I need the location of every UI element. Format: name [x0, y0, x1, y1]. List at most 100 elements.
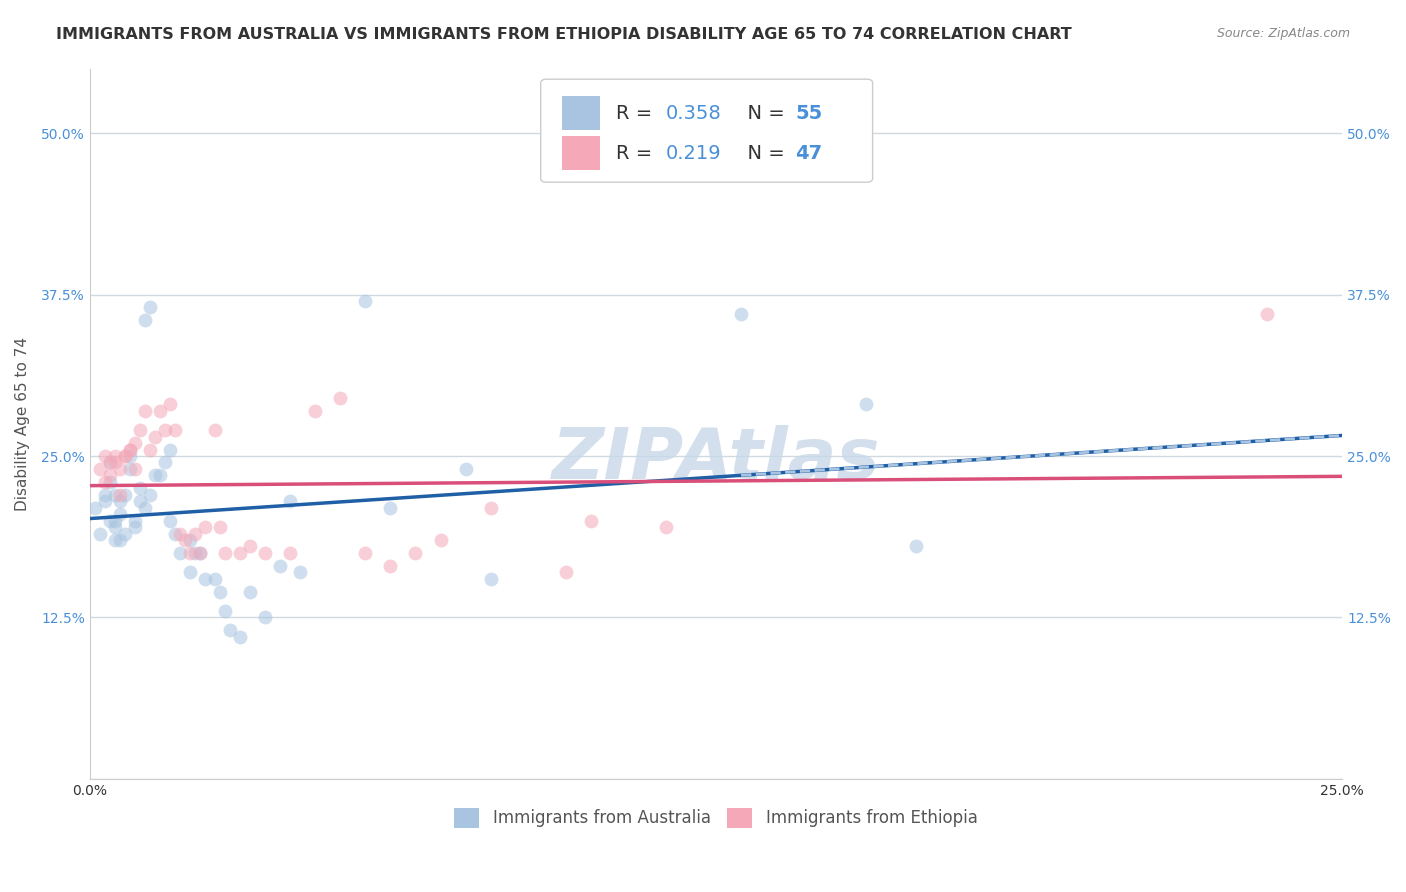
Point: [134, 500, 156, 515]
Point: [905, 540, 928, 554]
Point: [655, 520, 678, 534]
Text: 47: 47: [794, 144, 823, 162]
Y-axis label: Disability Age 65 to 74: Disability Age 65 to 74: [15, 336, 30, 511]
Point: [354, 293, 377, 308]
Text: 0.219: 0.219: [666, 144, 721, 162]
Point: [114, 488, 136, 502]
Point: [169, 546, 191, 560]
Point: [108, 488, 131, 502]
Point: [239, 584, 262, 599]
Point: [124, 514, 146, 528]
Point: [98, 468, 121, 483]
Point: [1256, 307, 1278, 321]
Point: [143, 468, 166, 483]
Point: [554, 566, 576, 580]
Point: [163, 526, 186, 541]
Point: [479, 500, 502, 515]
Point: [269, 558, 291, 573]
Bar: [562, 136, 599, 170]
Point: [214, 604, 236, 618]
Point: [204, 423, 226, 437]
Point: [179, 546, 201, 560]
Point: [94, 475, 117, 489]
Text: N =: N =: [735, 144, 790, 162]
Text: R =: R =: [616, 144, 658, 162]
Point: [204, 572, 226, 586]
Point: [219, 624, 242, 638]
Text: R =: R =: [616, 103, 658, 123]
Point: [579, 514, 602, 528]
Point: [98, 455, 121, 469]
Point: [163, 423, 186, 437]
Point: [354, 546, 377, 560]
Point: [254, 610, 277, 624]
Point: [124, 436, 146, 450]
Point: [179, 566, 201, 580]
Point: [188, 546, 211, 560]
Point: [129, 494, 152, 508]
Bar: [562, 96, 599, 130]
Point: [104, 449, 127, 463]
Text: 55: 55: [794, 103, 823, 123]
Point: [229, 630, 252, 644]
Point: [254, 546, 277, 560]
Point: [89, 526, 111, 541]
FancyBboxPatch shape: [541, 79, 873, 182]
Point: [104, 455, 127, 469]
Point: [98, 514, 121, 528]
Point: [174, 533, 197, 547]
Point: [139, 442, 162, 457]
Point: [118, 442, 141, 457]
Point: [118, 462, 141, 476]
Point: [139, 301, 162, 315]
Point: [134, 404, 156, 418]
Point: [114, 526, 136, 541]
Text: N =: N =: [735, 103, 790, 123]
Point: [139, 488, 162, 502]
Point: [98, 475, 121, 489]
Point: [209, 584, 232, 599]
Point: [104, 520, 127, 534]
Text: Source: ZipAtlas.com: Source: ZipAtlas.com: [1216, 27, 1350, 40]
Point: [83, 500, 105, 515]
Point: [855, 397, 877, 411]
Point: [214, 546, 236, 560]
Point: [290, 566, 312, 580]
Point: [454, 462, 477, 476]
Point: [380, 558, 402, 573]
Legend: Immigrants from Australia, Immigrants from Ethiopia: Immigrants from Australia, Immigrants fr…: [447, 801, 984, 835]
Point: [149, 404, 172, 418]
Point: [209, 520, 232, 534]
Point: [184, 526, 207, 541]
Point: [179, 533, 201, 547]
Point: [169, 526, 191, 541]
Point: [229, 546, 252, 560]
Point: [104, 488, 127, 502]
Point: [98, 455, 121, 469]
Point: [104, 514, 127, 528]
Point: [159, 397, 181, 411]
Point: [118, 449, 141, 463]
Point: [89, 462, 111, 476]
Point: [108, 462, 131, 476]
Point: [304, 404, 326, 418]
Point: [184, 546, 207, 560]
Point: [159, 514, 181, 528]
Point: [108, 507, 131, 521]
Point: [278, 546, 301, 560]
Point: [129, 423, 152, 437]
Point: [194, 572, 217, 586]
Point: [108, 533, 131, 547]
Point: [153, 455, 176, 469]
Point: [730, 307, 752, 321]
Point: [194, 520, 217, 534]
Point: [114, 449, 136, 463]
Point: [94, 488, 117, 502]
Text: ZIPAtlas: ZIPAtlas: [551, 425, 880, 494]
Point: [134, 313, 156, 327]
Point: [149, 468, 172, 483]
Point: [94, 494, 117, 508]
Point: [405, 546, 427, 560]
Point: [380, 500, 402, 515]
Point: [114, 449, 136, 463]
